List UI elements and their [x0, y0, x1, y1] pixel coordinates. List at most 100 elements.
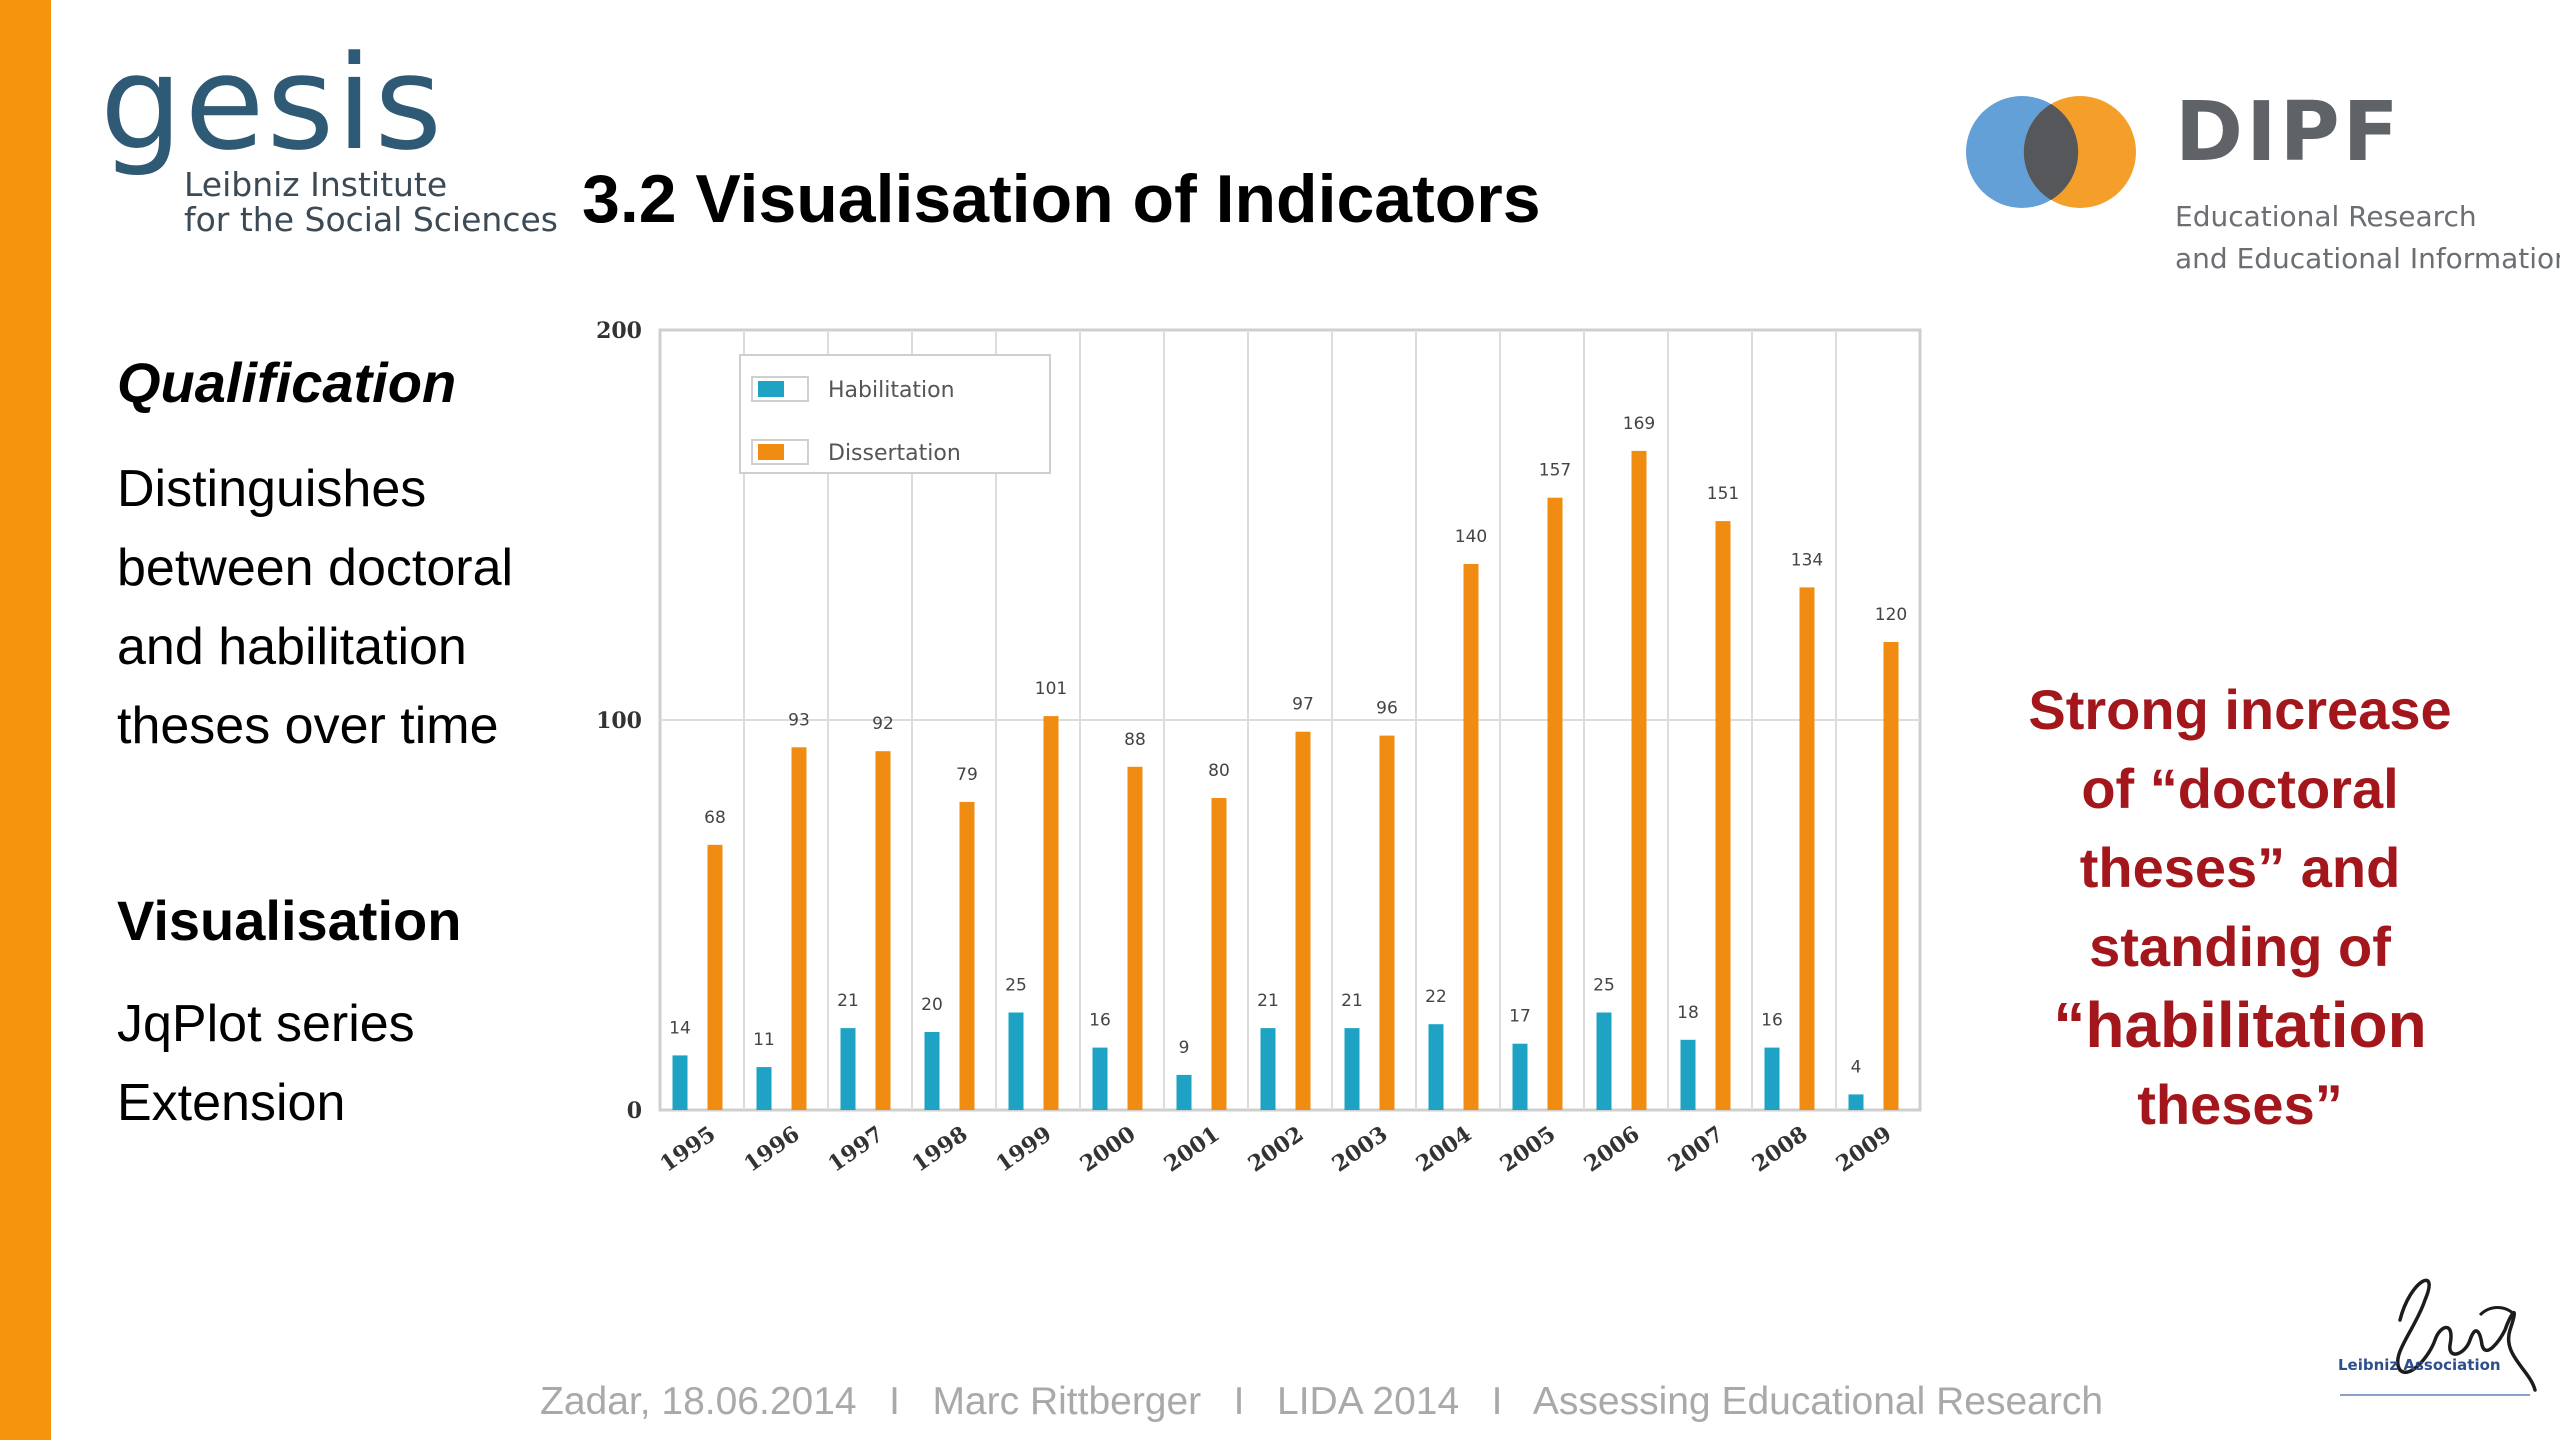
- bar-dissertation: [1295, 731, 1311, 1110]
- data-label: 20: [921, 995, 943, 1015]
- bar-dissertation: [1127, 766, 1143, 1110]
- gesis-subtitle-line1: Leibniz Institute: [184, 165, 448, 204]
- data-label: 96: [1376, 699, 1398, 719]
- x-tick-label: 1997: [823, 1121, 888, 1177]
- annotation-line: “habilitation: [2053, 989, 2427, 1061]
- y-tick-label: 100: [596, 708, 642, 734]
- dipf-wordmark: DIPF: [2175, 85, 2402, 180]
- bar-dissertation: [1631, 450, 1647, 1110]
- x-tick-label: 2004: [1411, 1121, 1476, 1177]
- bar-dissertation: [1043, 716, 1059, 1110]
- data-label: 88: [1124, 730, 1146, 750]
- annotation-line: of “doctoral: [2081, 757, 2399, 820]
- data-label: 17: [1509, 1007, 1531, 1027]
- x-tick-label: 2003: [1327, 1121, 1392, 1177]
- bar-habilitation: [1176, 1074, 1192, 1110]
- data-label: 21: [1257, 991, 1279, 1011]
- x-tick-label: 2005: [1495, 1121, 1560, 1177]
- annotation-line: standing of: [2089, 915, 2391, 978]
- legend-label: Habilitation: [828, 378, 955, 403]
- x-tick-label: 1999: [991, 1121, 1056, 1177]
- slide-title: 3.2 Visualisation of Indicators: [582, 161, 1541, 237]
- gesis-subtitle-line2: for the Social Sciences: [184, 200, 558, 239]
- bar-habilitation: [672, 1055, 688, 1110]
- data-label: 16: [1761, 1011, 1783, 1031]
- data-label: 9: [1179, 1038, 1190, 1058]
- data-label: 22: [1425, 987, 1447, 1007]
- bar-dissertation: [1799, 587, 1815, 1110]
- bar-chart: 0100200146819951193199621921997207919982…: [596, 318, 1922, 1177]
- legend-swatch: [758, 381, 784, 397]
- x-tick-label: 2002: [1243, 1121, 1308, 1177]
- bar-habilitation: [756, 1067, 772, 1110]
- data-label: 140: [1455, 527, 1487, 547]
- legend-swatch: [758, 444, 784, 460]
- bar-dissertation: [1463, 564, 1479, 1110]
- bar-habilitation: [1008, 1012, 1024, 1110]
- x-tick-label: 1995: [655, 1121, 720, 1177]
- x-tick-label: 2001: [1159, 1121, 1224, 1177]
- x-tick-label: 1998: [907, 1121, 972, 1177]
- data-label: 4: [1851, 1057, 1862, 1077]
- y-tick-label: 0: [627, 1098, 642, 1124]
- dipf-circles-icon: [1966, 96, 2136, 208]
- bar-dissertation: [1379, 735, 1395, 1110]
- qualification-heading: Qualification: [117, 351, 457, 414]
- bar-dissertation: [959, 801, 975, 1110]
- bar-dissertation: [875, 751, 891, 1110]
- bar-dissertation: [1547, 497, 1563, 1110]
- x-tick-label: 2008: [1747, 1121, 1812, 1177]
- bar-dissertation: [1883, 642, 1899, 1110]
- x-tick-label: 2000: [1075, 1121, 1140, 1177]
- data-label: 93: [788, 710, 810, 730]
- data-label: 134: [1791, 550, 1823, 570]
- bar-habilitation: [1596, 1012, 1612, 1110]
- bar-dissertation: [707, 844, 723, 1110]
- annotation-line: Strong increase: [2028, 678, 2452, 741]
- annotation-line: theses” and: [2079, 836, 2401, 899]
- data-label: 120: [1875, 605, 1907, 625]
- data-label: 80: [1208, 761, 1230, 781]
- data-label: 151: [1707, 484, 1739, 504]
- bar-dissertation: [791, 747, 807, 1110]
- bar-habilitation: [1848, 1094, 1864, 1110]
- bar-habilitation: [1512, 1043, 1528, 1110]
- leibniz-signature-icon: [2340, 1278, 2537, 1396]
- bar-habilitation: [1344, 1028, 1360, 1110]
- annotation-line: theses”: [2137, 1073, 2343, 1136]
- footer: Zadar, 18.06.2014 I Marc Rittberger I LI…: [540, 1380, 2104, 1423]
- dipf-subtitle-line2: and Educational Information: [2175, 242, 2560, 275]
- bar-habilitation: [840, 1028, 856, 1110]
- bar-habilitation: [1764, 1047, 1780, 1110]
- visualisation-body: JqPlot series Extension: [117, 995, 415, 1132]
- y-tick-label: 200: [596, 318, 642, 344]
- x-tick-label: 2006: [1579, 1121, 1644, 1177]
- bar-dissertation: [1715, 521, 1731, 1110]
- legend-label: Dissertation: [828, 441, 961, 466]
- visualisation-heading: Visualisation: [117, 889, 462, 952]
- data-label: 14: [669, 1018, 691, 1038]
- data-label: 11: [753, 1030, 775, 1050]
- gesis-wordmark: gesis: [100, 27, 445, 179]
- data-label: 92: [872, 714, 894, 734]
- data-label: 68: [704, 808, 726, 828]
- bar-habilitation: [1260, 1028, 1276, 1110]
- data-label: 16: [1089, 1011, 1111, 1031]
- x-tick-label: 1996: [739, 1121, 804, 1177]
- bar-habilitation: [1092, 1047, 1108, 1110]
- data-label: 157: [1539, 461, 1571, 481]
- bar-dissertation: [1211, 798, 1227, 1110]
- qualification-body: Distinguishes between doctoral and habil…: [117, 460, 514, 755]
- bar-habilitation: [1428, 1024, 1444, 1110]
- data-label: 97: [1292, 695, 1314, 715]
- x-tick-label: 2009: [1831, 1121, 1896, 1177]
- data-label: 25: [1593, 976, 1615, 996]
- dipf-logo: DIPF Educational Research and Educationa…: [1950, 85, 2560, 285]
- leibniz-logo: Leibniz Association: [2330, 1260, 2550, 1410]
- dipf-subtitle-line1: Educational Research: [2175, 200, 2477, 233]
- bar-habilitation: [924, 1032, 940, 1110]
- data-label: 21: [1341, 991, 1363, 1011]
- leibniz-label: Leibniz Association: [2338, 1356, 2501, 1374]
- data-label: 101: [1035, 679, 1067, 699]
- bar-habilitation: [1680, 1039, 1696, 1110]
